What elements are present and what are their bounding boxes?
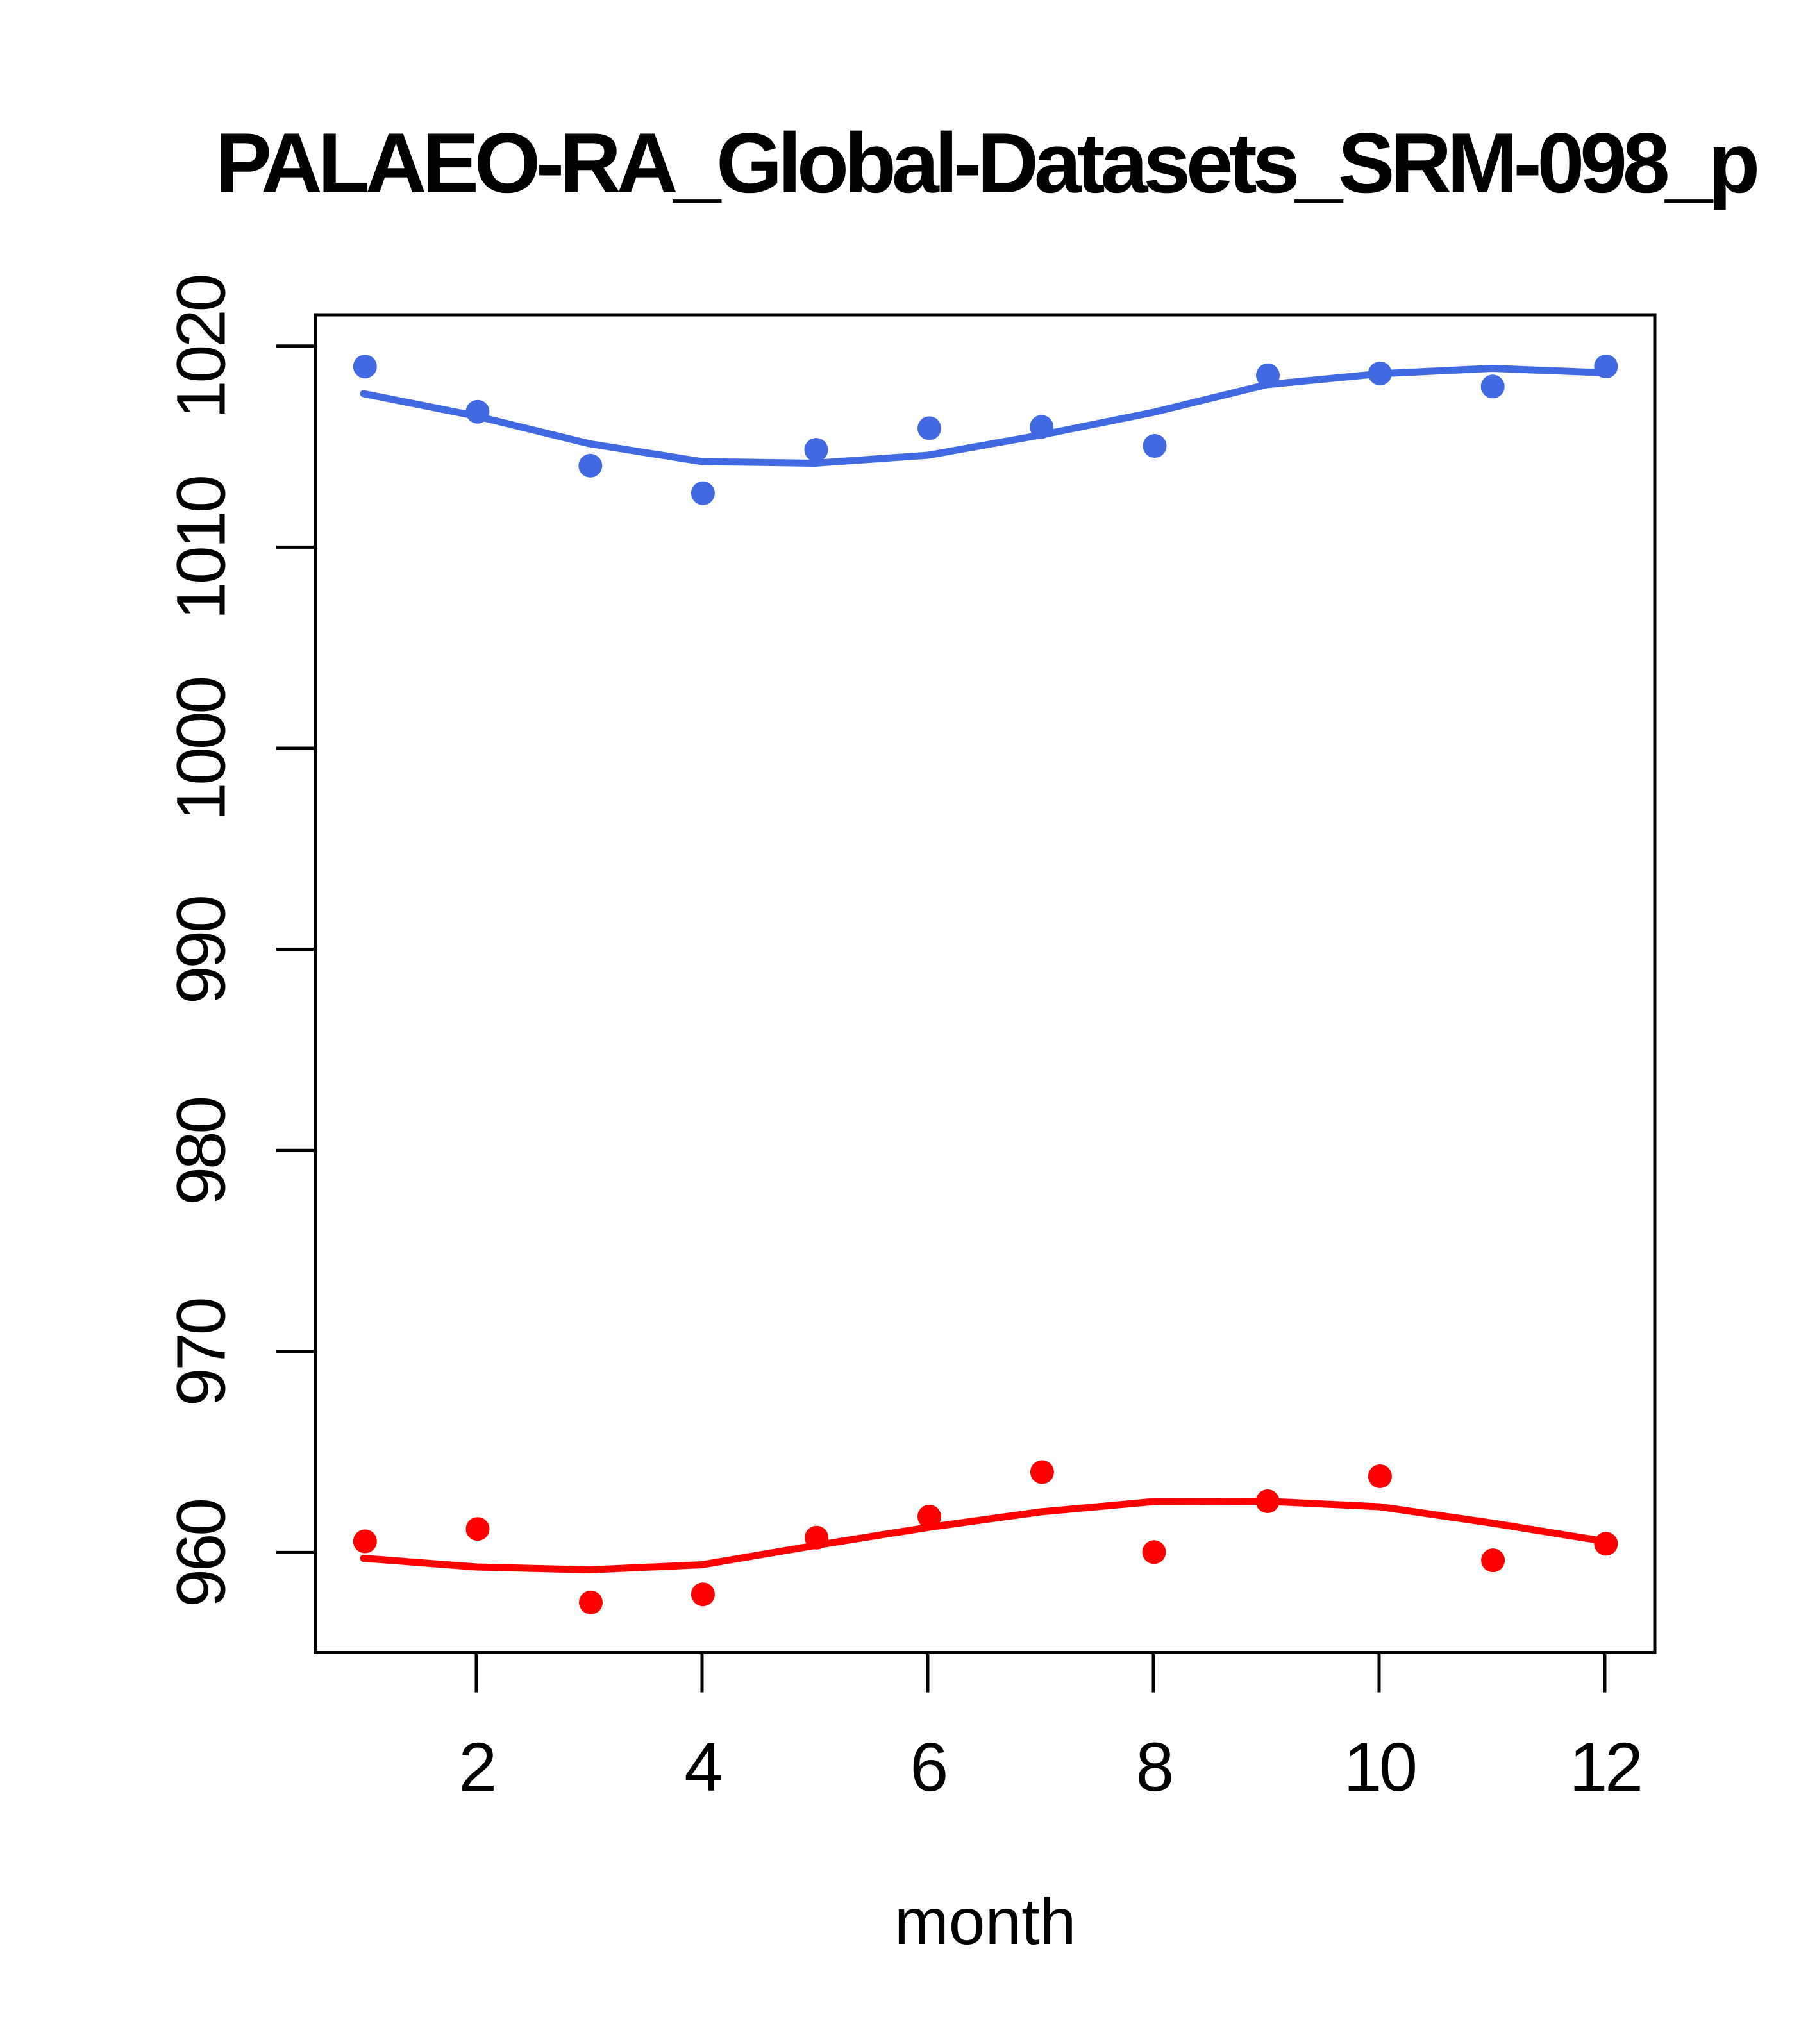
- svg-text:960: 960: [162, 1500, 240, 1607]
- svg-text:970: 970: [162, 1299, 240, 1406]
- svg-text:month: month: [894, 1885, 1076, 1958]
- svg-text:1010: 1010: [162, 477, 240, 620]
- svg-text:4: 4: [684, 1728, 721, 1805]
- svg-text:PALAEO-RA_Global-Datasets_SRM-: PALAEO-RA_Global-Datasets_SRM-098_p: [215, 116, 1757, 211]
- svg-text:980: 980: [162, 1098, 240, 1205]
- svg-text:990: 990: [162, 897, 240, 1004]
- svg-text:10: 10: [1343, 1728, 1415, 1805]
- svg-text:1000: 1000: [162, 678, 240, 821]
- svg-text:8: 8: [1135, 1728, 1171, 1805]
- svg-text:1020: 1020: [162, 276, 240, 419]
- svg-text:2: 2: [458, 1728, 494, 1805]
- svg-text:6: 6: [910, 1728, 946, 1805]
- svg-text:12: 12: [1569, 1728, 1640, 1805]
